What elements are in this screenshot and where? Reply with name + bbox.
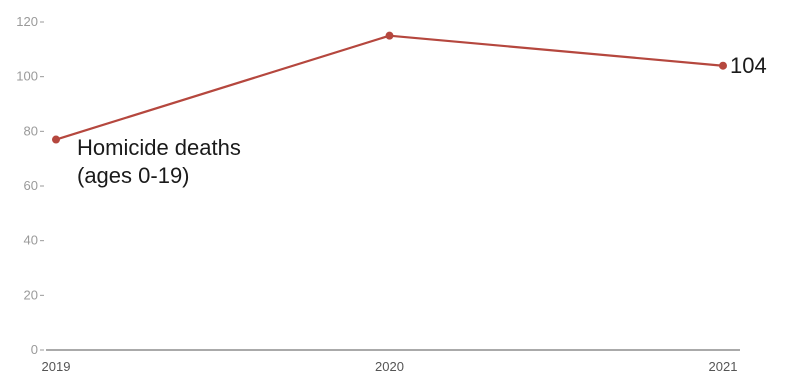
x-axis: 2019 2020 2021 (42, 359, 738, 373)
y-tick-label: 40 (24, 233, 38, 248)
series-label-line-2: (ages 0-19) (77, 163, 190, 188)
data-point (385, 31, 394, 40)
y-tick-label: 20 (24, 287, 38, 302)
x-tick-label: 2021 (709, 359, 738, 373)
series-line-homicide-deaths (55, 34, 724, 141)
x-tick-label: 2019 (42, 359, 71, 373)
x-tick-label: 2020 (375, 359, 404, 373)
y-tick-label: 120 (16, 14, 38, 29)
series-points (52, 31, 727, 144)
y-axis: 0 20 40 60 80 100 120 (16, 14, 44, 357)
data-point (719, 61, 727, 70)
series-label-line-1: Homicide deaths (77, 135, 241, 160)
y-tick-label: 0 (31, 342, 38, 357)
y-tick-label: 80 (24, 123, 38, 138)
data-point (52, 135, 60, 144)
y-tick-label: 60 (24, 178, 38, 193)
end-value-label: 104 (730, 53, 767, 78)
y-tick-label: 100 (16, 69, 38, 84)
